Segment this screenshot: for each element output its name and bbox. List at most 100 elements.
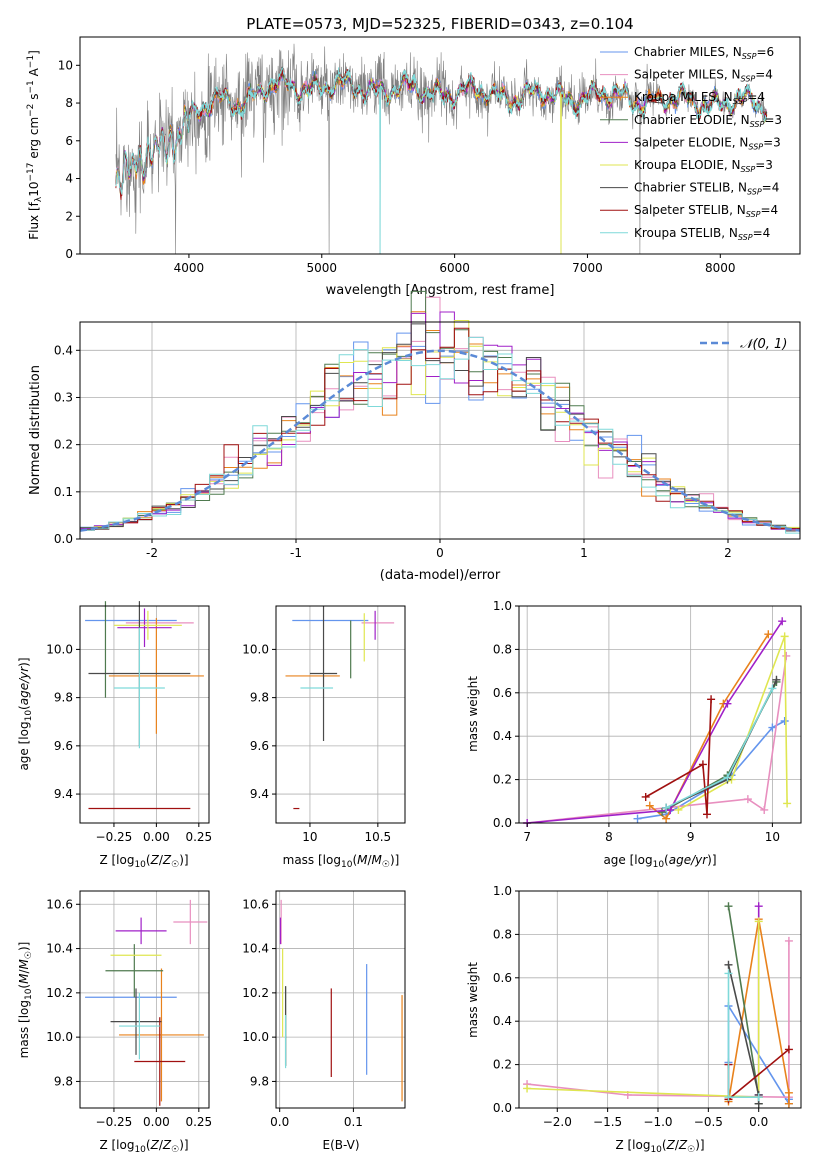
y-tick-label: 10.2 (242, 986, 269, 1000)
y-tick-label: 10.0 (242, 642, 269, 656)
x-tick-label: 10.5 (364, 830, 391, 844)
mass-vs-Z-ylabel: mass [log10(M/M☉)] (17, 942, 34, 1059)
plus-marker (666, 805, 675, 814)
plus-marker (724, 969, 733, 978)
mass-vs-ebv-panel: 0.0 0.1 9.8 10.0 10.2 10.4 10.6 E(B-V) (242, 890, 406, 1152)
y-tick-label: 0.6 (493, 971, 512, 985)
x-tick-label: 0.0 (270, 1115, 289, 1129)
age-vs-mass-panel: 10 10.5 9.4 9.6 9.8 10.0 mass [log10(M/M☉)] (242, 605, 406, 870)
observed-spectrum-line (115, 43, 767, 255)
plus-marker (784, 1045, 793, 1054)
plus-marker (674, 805, 683, 814)
mw-vs-Z-ylabel: mass weight (466, 962, 480, 1038)
legend-entry: Salpeter STELIB, NSSP=4 (634, 203, 778, 219)
plus-marker (523, 1084, 532, 1093)
plus-marker (707, 695, 716, 704)
mw-vs-Z-xlabel: Z [log10(Z/Z☉)] (615, 1138, 704, 1155)
y-tick-label: 0.0 (54, 532, 73, 546)
y-tick-label: 10.0 (46, 642, 73, 656)
age-vs-mass-plot (276, 606, 405, 823)
y-tick-label: 9.8 (250, 1074, 269, 1088)
y-tick-label: 0.4 (54, 343, 73, 357)
mw-vs-age-panel: 7 8 9 10 0.0 0.2 0.4 0.6 0.8 1.0 age [log10(age/y… (466, 599, 802, 870)
y-tick-label: 9.6 (250, 739, 269, 753)
plus-marker (760, 805, 769, 814)
legend-entry: Kroupa ELODIE, NSSP=3 (634, 158, 773, 174)
mass-vs-Z-plot (80, 891, 209, 1108)
series-line (727, 919, 790, 1104)
y-tick-label: 9.8 (54, 1074, 73, 1088)
y-tick-label: 0.0 (493, 816, 512, 830)
plus-marker (658, 808, 667, 817)
x-tick-label: −1.5 (593, 1115, 622, 1129)
y-tick-label: 10 (58, 58, 73, 72)
plus-marker (723, 699, 732, 708)
legend-entry: Salpeter ELODIE, NSSP=3 (634, 135, 781, 151)
y-tick-label: 0.2 (54, 438, 73, 452)
legend-entry: Chabrier MILES, NSSP=6 (634, 45, 774, 61)
plus-marker (784, 1088, 793, 1097)
y-tick-label: 10.6 (242, 897, 269, 911)
mass-vs-ebv-xlabel: E(B-V) (322, 1138, 359, 1152)
residuals-panel: -2 -1 0 1 2 0.0 0.1 0.2 0.3 0.4 (data-model)/erro… (28, 290, 801, 583)
y-tick-label: 0.0 (493, 1101, 512, 1115)
x-tick-label: 6000 (439, 261, 470, 275)
mass-vs-Z-ticks: −0.25 0.00 0.25 9.8 10.0 10.2 10.4 10.6 (46, 897, 212, 1129)
mw-vs-age-xlabel: age [log10(age/yr)] (603, 853, 716, 870)
plus-marker (662, 803, 671, 812)
y-tick-label: 1.0 (493, 884, 512, 898)
age-vs-Z-panel: −0.25 0.00 0.25 9.4 9.6 9.8 10.0 Z [log10(Z/Z☉… (17, 601, 212, 870)
legend-entry: Chabrier STELIB, NSSP=4 (634, 181, 779, 197)
y-tick-label: 8 (65, 96, 73, 110)
y-tick-label: 0.3 (54, 390, 73, 404)
spectrum-plot (115, 43, 768, 255)
y-tick-label: 0.2 (493, 1058, 512, 1072)
plus-marker (723, 773, 732, 782)
mass-vs-ebv-ticks: 0.0 0.1 9.8 10.0 10.2 10.4 10.6 (242, 897, 363, 1129)
plus-marker (703, 810, 711, 819)
plus-marker (641, 792, 650, 801)
plus-marker (724, 1093, 733, 1102)
age-vs-Z-ticks: −0.25 0.00 0.25 9.4 9.6 9.8 10.0 (46, 642, 212, 844)
age-vs-mass-xlabel: mass [log10(M/M☉)] (283, 853, 400, 870)
mw-vs-Z-panel: −2.0 −1.5 −1.0 −0.5 0.0 0.0 0.2 0.4 0.6 0.8 1.0 Z … (466, 884, 802, 1155)
y-tick-label: 10.0 (242, 1030, 269, 1044)
y-tick-label: 0.8 (493, 927, 512, 941)
residuals-ticks: -2 -1 0 1 2 0.0 0.1 0.2 0.3 0.4 (54, 343, 732, 560)
residuals-plot (79, 290, 801, 540)
y-tick-label: 0.2 (493, 773, 512, 787)
y-tick-label: 9.6 (54, 739, 73, 753)
y-tick-label: 0 (65, 247, 73, 261)
legend-entry: Salpeter MILES, NSSP=4 (634, 68, 773, 84)
mass-vs-ebv-plot (276, 891, 405, 1108)
plus-marker (724, 902, 733, 911)
x-tick-label: 7000 (572, 261, 603, 275)
x-tick-label: -2 (146, 546, 158, 560)
plus-marker (782, 651, 791, 660)
legend-entry: Chabrier ELODIE, NSSP=3 (634, 113, 782, 129)
series-line (649, 633, 769, 820)
spectrum-ticks: 4000 5000 6000 7000 8000 0 2 4 6 8 10 (58, 58, 736, 275)
x-tick-label: 4000 (174, 261, 205, 275)
spectrum-panel: PLATE=0573, MJD=52325, FIBERID=0343, z=0… (26, 15, 801, 298)
x-tick-label: 0 (436, 546, 444, 560)
y-tick-label: 0.8 (493, 642, 512, 656)
mw-vs-Z-plot (519, 890, 801, 1109)
legend-entry: Kroupa STELIB, NSSP=4 (634, 226, 770, 242)
series-line (527, 620, 783, 824)
normal-curve (79, 349, 801, 532)
mass-vs-Z-frame (79, 890, 210, 1109)
residual-histogram-line (80, 336, 800, 534)
plus-marker (764, 630, 773, 639)
x-tick-label: 8000 (705, 261, 736, 275)
residual-histogram-line (80, 323, 800, 532)
age-vs-Z-plot (80, 601, 209, 823)
residuals-ylabel: Normed distribution (28, 365, 43, 495)
y-tick-label: 10.0 (46, 1030, 73, 1044)
x-tick-label: 10 (302, 830, 317, 844)
x-tick-label: −0.5 (694, 1115, 723, 1129)
mw-vs-Z-ticks: −2.0 −1.5 −1.0 −0.5 0.0 0.0 0.2 0.4 0.6 0.8 1.0 (493, 884, 768, 1129)
y-tick-label: 4 (65, 172, 73, 186)
y-tick-label: 10.4 (46, 942, 73, 956)
